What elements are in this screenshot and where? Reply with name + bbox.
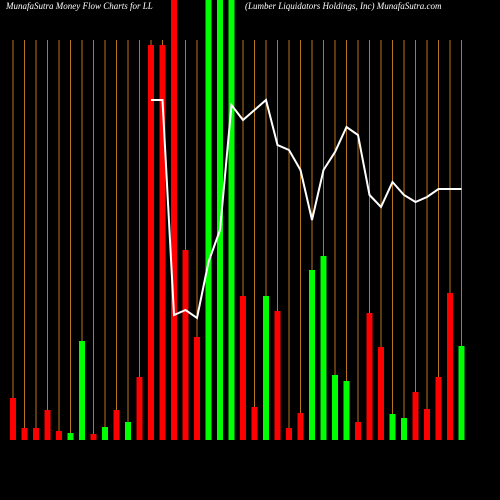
bar (320, 256, 327, 440)
bar (21, 428, 28, 440)
bar (458, 346, 465, 440)
bar (309, 270, 315, 440)
bar (194, 337, 200, 440)
bar (33, 428, 39, 440)
bar (90, 434, 97, 440)
bar (355, 422, 361, 440)
bar (125, 422, 131, 440)
lines (151, 98, 462, 320)
bar (343, 381, 350, 440)
bar (286, 428, 292, 440)
bar (263, 296, 269, 440)
money-flow-line (151, 98, 462, 320)
bar (148, 45, 154, 440)
bar (378, 347, 384, 440)
bar (136, 377, 143, 440)
bar (171, 0, 177, 440)
bar (44, 410, 51, 440)
bar (251, 407, 258, 440)
bar (297, 413, 304, 440)
bar (401, 418, 407, 440)
bar (79, 341, 85, 440)
bar (182, 250, 189, 440)
bar (424, 409, 430, 440)
bar (366, 313, 373, 440)
bar (205, 0, 212, 440)
bar (447, 293, 453, 440)
bar (274, 311, 281, 440)
bar (332, 375, 338, 440)
bar (10, 398, 16, 440)
chart-title: MunafaSutra Money Flow Charts for LL (5, 1, 153, 11)
bar (56, 431, 62, 440)
bar (113, 410, 120, 440)
bar (67, 433, 74, 440)
bar (435, 377, 442, 440)
bar (228, 0, 235, 440)
bar (159, 45, 166, 440)
chart-subtitle: (Lumber Liquidators Holdings, Inc) Munaf… (245, 1, 442, 11)
bar (389, 414, 396, 440)
bar (412, 392, 419, 440)
bar (240, 296, 246, 440)
bar (102, 427, 108, 440)
